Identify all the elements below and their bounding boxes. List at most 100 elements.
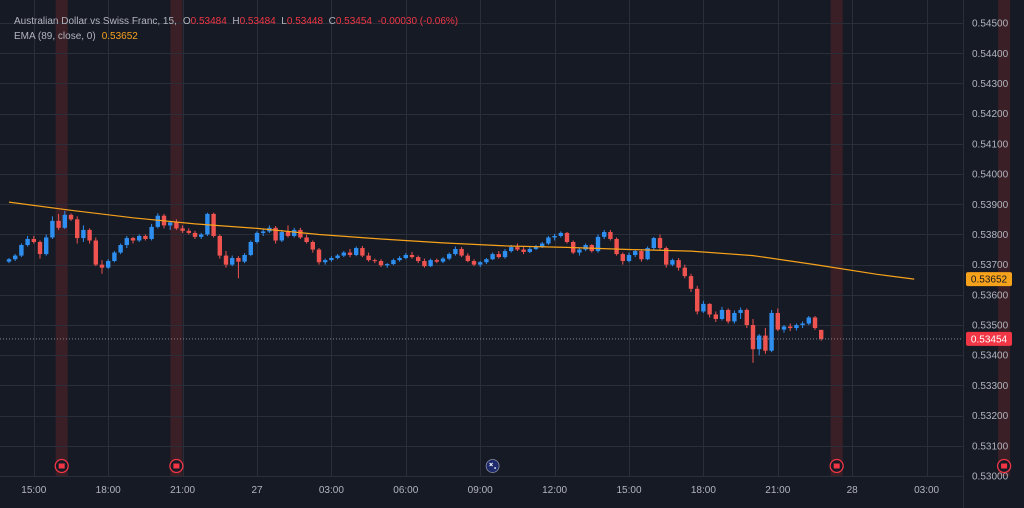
candle-body [496, 254, 501, 258]
time-axis-labels[interactable]: 15:00 18:00 21:00 27 03:00 06:00 09:00 12:00 15:… [21, 485, 939, 496]
candle-body [378, 261, 384, 266]
time-tick-label: 09:00 [468, 485, 493, 496]
candle [484, 258, 489, 265]
candle-body [540, 243, 545, 247]
candle [577, 248, 582, 256]
candle [564, 232, 570, 244]
candle-body [757, 335, 762, 350]
session-break-band [170, 0, 183, 476]
candle-body [68, 214, 74, 220]
candle [354, 246, 359, 257]
candle [360, 245, 365, 258]
symbol-title[interactable]: Australian Dollar vs Swiss Franc, 15, [14, 16, 177, 27]
candle-body [329, 258, 334, 261]
price-tick-label: 0.54100 [972, 139, 1009, 150]
candle [657, 234, 663, 250]
candle [552, 233, 557, 241]
ema-value: 0.53652 [101, 31, 138, 42]
event-icon-glyph [1001, 463, 1008, 469]
candle [757, 334, 762, 356]
candle [732, 310, 737, 324]
price-tick-label: 0.54000 [972, 170, 1009, 181]
ohlc-legend-row: Australian Dollar vs Swiss Franc, 15, O0… [14, 14, 458, 29]
ohlc-values: O0.53484 H0.53484 L0.53448 C0.53454 -0.0… [183, 14, 458, 29]
candle-body [583, 245, 588, 250]
candle-body [236, 258, 241, 262]
high-label: H [232, 16, 240, 27]
candle-body [527, 248, 532, 252]
candle-body [732, 312, 737, 322]
candle-body [186, 230, 191, 233]
candle [31, 235, 36, 244]
candle-body [192, 232, 198, 237]
candle-body [149, 226, 154, 239]
candle [106, 259, 111, 269]
candle-body [180, 228, 185, 231]
candle-body [682, 267, 687, 277]
time-tick-label: 15:00 [616, 485, 641, 496]
candle-body [812, 317, 818, 329]
candle-body [285, 232, 291, 236]
low-value: 0.53448 [286, 16, 324, 27]
candle [366, 252, 371, 262]
candle [130, 236, 136, 244]
candle [726, 308, 731, 324]
candle-body [261, 231, 266, 233]
candle-body [620, 254, 625, 262]
candle-body [645, 248, 650, 260]
candle [385, 263, 390, 268]
candle [217, 234, 222, 259]
candle-body [651, 238, 656, 249]
candle [447, 252, 452, 261]
chart-legend: Australian Dollar vs Swiss Franc, 15, O0… [14, 14, 458, 44]
candle [230, 255, 235, 267]
candlestick-series [6, 210, 824, 363]
candle-body [701, 303, 706, 312]
candle [50, 216, 55, 239]
price-axis-labels[interactable]: 0.54500 0.54400 0.54300 0.54200 0.54100 0.540… [972, 19, 1009, 483]
time-tick-label: 06:00 [393, 485, 418, 496]
candle [149, 223, 154, 241]
candle-body [316, 249, 322, 263]
candle [626, 252, 632, 263]
price-tick-label: 0.53600 [972, 290, 1009, 301]
candle-body [695, 288, 700, 312]
candle-body [564, 232, 570, 242]
candle [137, 234, 142, 242]
candle-body [279, 232, 284, 241]
candle-body [19, 245, 24, 256]
candle [806, 315, 811, 326]
flag-event-icon [485, 459, 500, 473]
candle [155, 213, 160, 229]
candle-body [242, 254, 247, 262]
candle [428, 258, 433, 268]
candle-body [199, 234, 204, 237]
low-label: L [281, 16, 287, 27]
candle [496, 251, 501, 259]
candle-body [403, 254, 408, 259]
session-break-band [830, 0, 843, 476]
candle-body [248, 242, 253, 255]
candle-body [521, 249, 526, 252]
candle-body [298, 229, 303, 238]
candle [583, 243, 588, 252]
candle [81, 225, 86, 242]
ema-label[interactable]: EMA (89, close, 0) [14, 31, 96, 42]
candle [719, 306, 725, 321]
time-tick-label: 12:00 [542, 485, 567, 496]
candle-body [558, 232, 563, 236]
candle-body [440, 258, 446, 262]
session-event-icon [169, 458, 184, 474]
candle-body [788, 326, 793, 329]
candle [651, 236, 656, 250]
candle-body [502, 251, 508, 258]
candle [124, 235, 129, 249]
candle-body [626, 254, 632, 262]
candle [602, 229, 607, 239]
candle-body [664, 248, 669, 265]
candle [645, 246, 650, 261]
candle [298, 227, 303, 239]
candle [242, 253, 247, 264]
